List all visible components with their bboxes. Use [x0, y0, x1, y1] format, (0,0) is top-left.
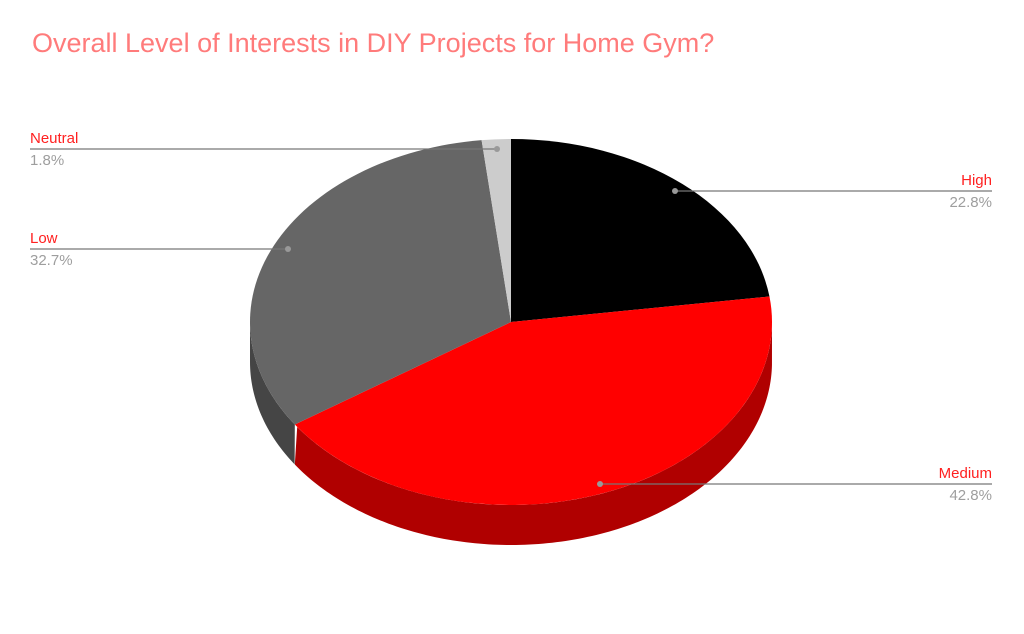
slice-percent: 1.8%	[30, 152, 64, 169]
pie-slice-neutral[interactable]	[481, 139, 511, 322]
slice-label: High	[961, 172, 992, 189]
pie-slice-medium[interactable]	[294, 296, 772, 505]
leader-dot	[597, 481, 603, 487]
slice-percent: 22.8%	[949, 194, 992, 211]
chart-title: Overall Level of Interests in DIY Projec…	[32, 28, 715, 58]
slice-label: Neutral	[30, 130, 78, 147]
leader-dot	[672, 188, 678, 194]
pie-slice-low[interactable]	[249, 140, 512, 425]
slice-percent: 42.8%	[949, 487, 992, 504]
pie-side-medium	[294, 322, 772, 545]
slice-label: Medium	[939, 465, 992, 482]
leader-dot	[285, 246, 291, 252]
pie-slice-high[interactable]	[511, 139, 770, 322]
pie-side-low	[250, 322, 295, 465]
slice-percent: 32.7%	[30, 252, 73, 269]
slice-label: Low	[30, 230, 58, 247]
leader-dot	[494, 146, 500, 152]
